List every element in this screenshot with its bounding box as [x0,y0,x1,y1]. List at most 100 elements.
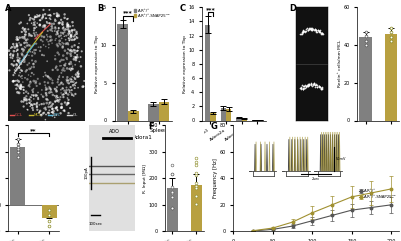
Text: ***: *** [123,10,133,15]
Point [25,43,32,47]
Point [20,80,26,84]
Point [43,85,49,89]
Point [59,106,65,110]
Point [60,23,66,27]
Point [41,54,47,57]
Point [319,32,325,36]
Point [305,84,312,87]
Point [16,36,23,40]
Text: EPL: EPL [53,113,60,117]
Point [31,28,37,32]
Point [54,90,60,94]
Point [298,86,304,90]
Point [57,95,64,99]
Point [36,23,43,27]
Point [42,106,49,110]
Point [64,81,71,85]
Point [55,14,61,18]
Point [55,13,62,17]
Point [193,194,200,198]
Point [30,108,36,112]
Point [53,65,60,68]
Point [61,69,68,73]
Point [71,35,77,39]
Point [32,80,39,83]
Point [303,84,309,87]
Point [36,18,43,22]
Point [64,79,70,83]
Point [77,55,84,59]
Point [19,47,26,51]
Point [16,91,22,95]
Point [42,26,49,30]
Point [193,156,200,160]
Point [314,85,320,89]
Point [47,21,53,25]
Point [320,32,326,35]
Point [65,24,71,28]
Point [40,25,46,28]
Point [18,62,24,66]
Point [67,85,74,89]
Point [65,24,71,28]
Point [46,13,52,17]
Point [34,33,41,37]
Point [307,26,313,30]
Point [49,114,56,118]
Point [21,45,28,49]
Point [35,97,41,101]
Point [26,98,32,101]
Point [69,88,75,92]
Point [26,54,32,57]
Point [299,32,306,36]
Point [31,48,38,52]
Point [24,107,30,111]
Point [60,92,67,96]
Point [65,101,71,105]
Point [34,104,40,108]
Point [61,58,67,62]
Point [10,42,16,46]
Point [69,67,75,71]
Point [316,85,323,89]
Point [16,80,22,83]
Point [304,83,310,87]
Point [28,93,35,97]
Point [59,20,66,24]
Point [56,21,62,25]
Point [11,49,17,53]
Point [68,33,75,37]
Point [193,186,200,190]
Point [311,28,318,32]
Point [49,68,56,72]
Point [22,30,29,34]
Point [49,22,55,26]
Point [54,30,60,34]
Point [298,87,304,91]
Point [309,28,316,32]
Point [54,12,60,15]
Point [74,55,81,59]
Point [74,75,80,79]
Point [26,32,32,36]
Point [24,38,31,41]
Point [44,97,50,101]
Point [45,74,51,78]
Point [310,82,316,86]
Point [65,101,71,105]
Point [21,60,27,64]
Point [10,53,16,57]
Bar [221,108,226,120]
Point [311,81,317,85]
Point [305,28,312,32]
Point [67,106,73,110]
Point [305,83,311,87]
Point [44,101,50,105]
Point [32,26,38,30]
Point [306,82,312,86]
Point [49,29,55,33]
Point [388,35,394,39]
Point [73,30,80,34]
Point [52,27,59,30]
Point [54,14,60,18]
